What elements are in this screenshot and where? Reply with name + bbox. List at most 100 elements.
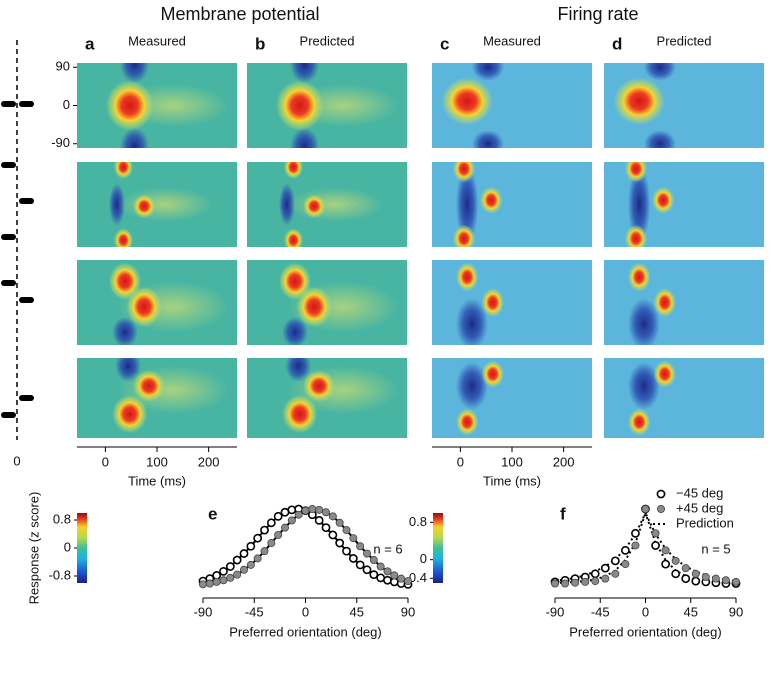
data-point [651,541,660,550]
data-point [701,573,710,582]
heatmap-blob [117,187,213,222]
heatmap-blob [282,316,308,345]
data-point [212,577,221,586]
data-point [226,573,235,582]
data-point [253,533,263,543]
data-point [383,567,392,576]
colorbar [77,513,87,583]
data-point [335,538,345,548]
section-title: Membrane potential [160,4,319,24]
x-tick-label: 100 [146,454,168,469]
panel-letter: c [440,34,449,53]
data-point [253,554,262,563]
data-point [315,505,324,514]
heatmap-background [432,358,592,438]
data-point [260,547,269,556]
heatmap [432,358,592,438]
panel-letter: f [560,504,566,523]
panel-subtitle: Measured [483,33,541,48]
colorbar-tick-label: 0 [420,551,427,566]
data-point [280,523,289,532]
heatmap-blob [481,360,504,388]
heatmap-blob [282,394,318,434]
heatmap-blob [652,186,675,214]
section-title: Firing rate [557,4,638,24]
data-point [355,560,365,570]
data-point [681,574,691,584]
colorbar-tick-label: 0.8 [53,511,71,526]
heatmap-blob [112,394,148,434]
panel-letter: e [208,504,217,523]
data-point [219,566,228,576]
data-point [287,516,296,525]
heatmap-blob [105,80,154,131]
legend-swatch [656,489,666,499]
data-point [342,546,351,556]
x-tick-label: -90 [194,604,213,619]
heatmap-background [604,260,764,345]
data-point [274,530,283,539]
heatmap-blob [133,370,165,402]
data-point [571,578,580,587]
heatmap-blob [624,162,648,183]
heatmap-blob [452,162,476,183]
heatmap-blob [303,370,335,402]
data-point [328,512,337,521]
heatmap-blob [126,286,162,328]
data-point [591,577,600,586]
data-point [671,569,681,579]
data-point [362,565,372,575]
heatmap-blob [275,80,324,131]
heatmap-blob [624,224,648,247]
data-point [232,555,242,565]
colorbar-label: Response (z score) [26,492,41,605]
panel-letter: b [255,34,265,53]
heatmap-blob [452,224,476,247]
colorbar [433,513,443,583]
heatmap-blob [287,187,383,222]
data-point [314,515,324,525]
heatmap [604,63,764,148]
colorbar-tick-label: 0 [64,539,71,554]
data-point [671,556,680,565]
heatmap-blob [283,162,303,179]
legend-label: +45 deg [676,500,723,515]
heatmap [604,358,764,438]
stimulus-bars [1,101,34,418]
data-point [335,518,344,527]
x-tick-label: 90 [401,604,415,619]
data-point [691,576,701,586]
heatmap-blob [456,262,479,292]
heatmap-background [604,358,764,438]
data-point [661,559,671,569]
data-point [581,577,590,586]
data-point [651,529,660,538]
heatmap [247,358,407,438]
heatmap-blob [112,316,138,345]
heatmap-blob [613,77,665,126]
x-tick-label: 200 [198,454,220,469]
heatmap-blob [303,194,326,219]
legend-label: −45 deg [676,485,723,500]
data-point [590,569,600,579]
panel-subtitle: Predicted [300,33,355,48]
data-point [600,563,610,573]
data-point [620,545,630,555]
heatmap-blob [279,262,311,300]
heatmap-blob [456,166,479,243]
heatmap [432,162,592,247]
y-tick-label: 90 [56,59,70,74]
data-point [356,542,365,551]
data-point [376,562,385,571]
panel-subtitle: Measured [128,33,186,48]
heatmap-blob [644,130,676,148]
x-tick-label: 100 [501,454,523,469]
data-point [621,560,630,569]
heatmap-blob [113,162,133,179]
data-point [681,564,690,573]
data-point [631,528,640,538]
x-tick-label: 200 [553,454,575,469]
x-tick-label: 45 [684,604,698,619]
heatmap-blob [644,63,676,81]
heatmap-blob [628,262,651,292]
